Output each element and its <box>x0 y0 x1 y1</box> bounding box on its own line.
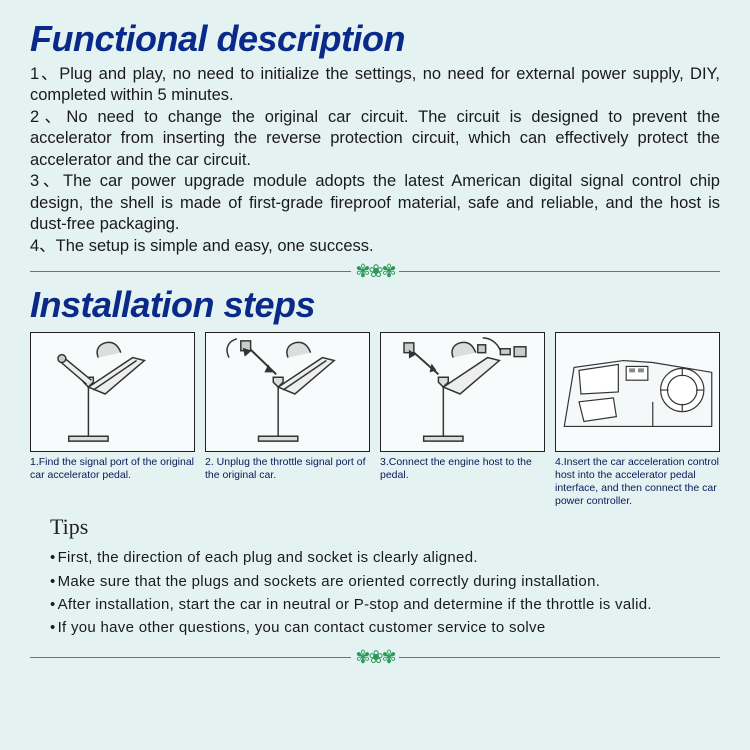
divider-line <box>399 657 720 658</box>
desc-item: 1、Plug and play, no need to initialize t… <box>30 65 720 104</box>
step-3: 3.Connect the engine host to the pedal. <box>380 332 545 509</box>
desc-item: 2、No need to change the original car cir… <box>30 108 720 169</box>
step-4-illustration <box>555 332 720 452</box>
desc-item: 4、The setup is simple and easy, one succ… <box>30 237 374 255</box>
tip-item: After installation, start the car in neu… <box>50 593 720 616</box>
step-4-caption: 4.Insert the car acceleration control ho… <box>555 456 720 509</box>
divider-line <box>399 271 720 272</box>
divider-line <box>30 271 351 272</box>
functional-description-body: 1、Plug and play, no need to initialize t… <box>30 64 720 257</box>
functional-description-title: Functional description <box>30 18 720 60</box>
divider-line <box>30 657 351 658</box>
divider-ornament-icon: ✾❀✾ <box>351 261 398 282</box>
step-3-illustration <box>380 332 545 452</box>
step-1-caption: 1.Find the signal port of the original c… <box>30 456 195 482</box>
tips-list: First, the direction of each plug and so… <box>50 546 720 639</box>
step-1-illustration <box>30 332 195 452</box>
tips-title: Tips <box>50 514 720 540</box>
step-3-caption: 3.Connect the engine host to the pedal. <box>380 456 545 482</box>
section-divider: ✾❀✾ <box>30 261 720 282</box>
tip-item: If you have other questions, you can con… <box>50 616 720 639</box>
step-2-caption: 2. Unplug the throttle signal port of th… <box>205 456 370 482</box>
step-4: 4.Insert the car acceleration control ho… <box>555 332 720 509</box>
section-divider: ✾❀✾ <box>30 647 720 668</box>
divider-ornament-icon: ✾❀✾ <box>351 647 398 668</box>
tip-item: First, the direction of each plug and so… <box>50 546 720 569</box>
desc-item: 3、The car power upgrade module adopts th… <box>30 172 720 233</box>
installation-steps-title: Installation steps <box>30 284 720 326</box>
step-2: 2. Unplug the throttle signal port of th… <box>205 332 370 509</box>
step-1: 1.Find the signal port of the original c… <box>30 332 195 509</box>
tip-item: Make sure that the plugs and sockets are… <box>50 570 720 593</box>
steps-row: 1.Find the signal port of the original c… <box>30 332 720 509</box>
step-2-illustration <box>205 332 370 452</box>
